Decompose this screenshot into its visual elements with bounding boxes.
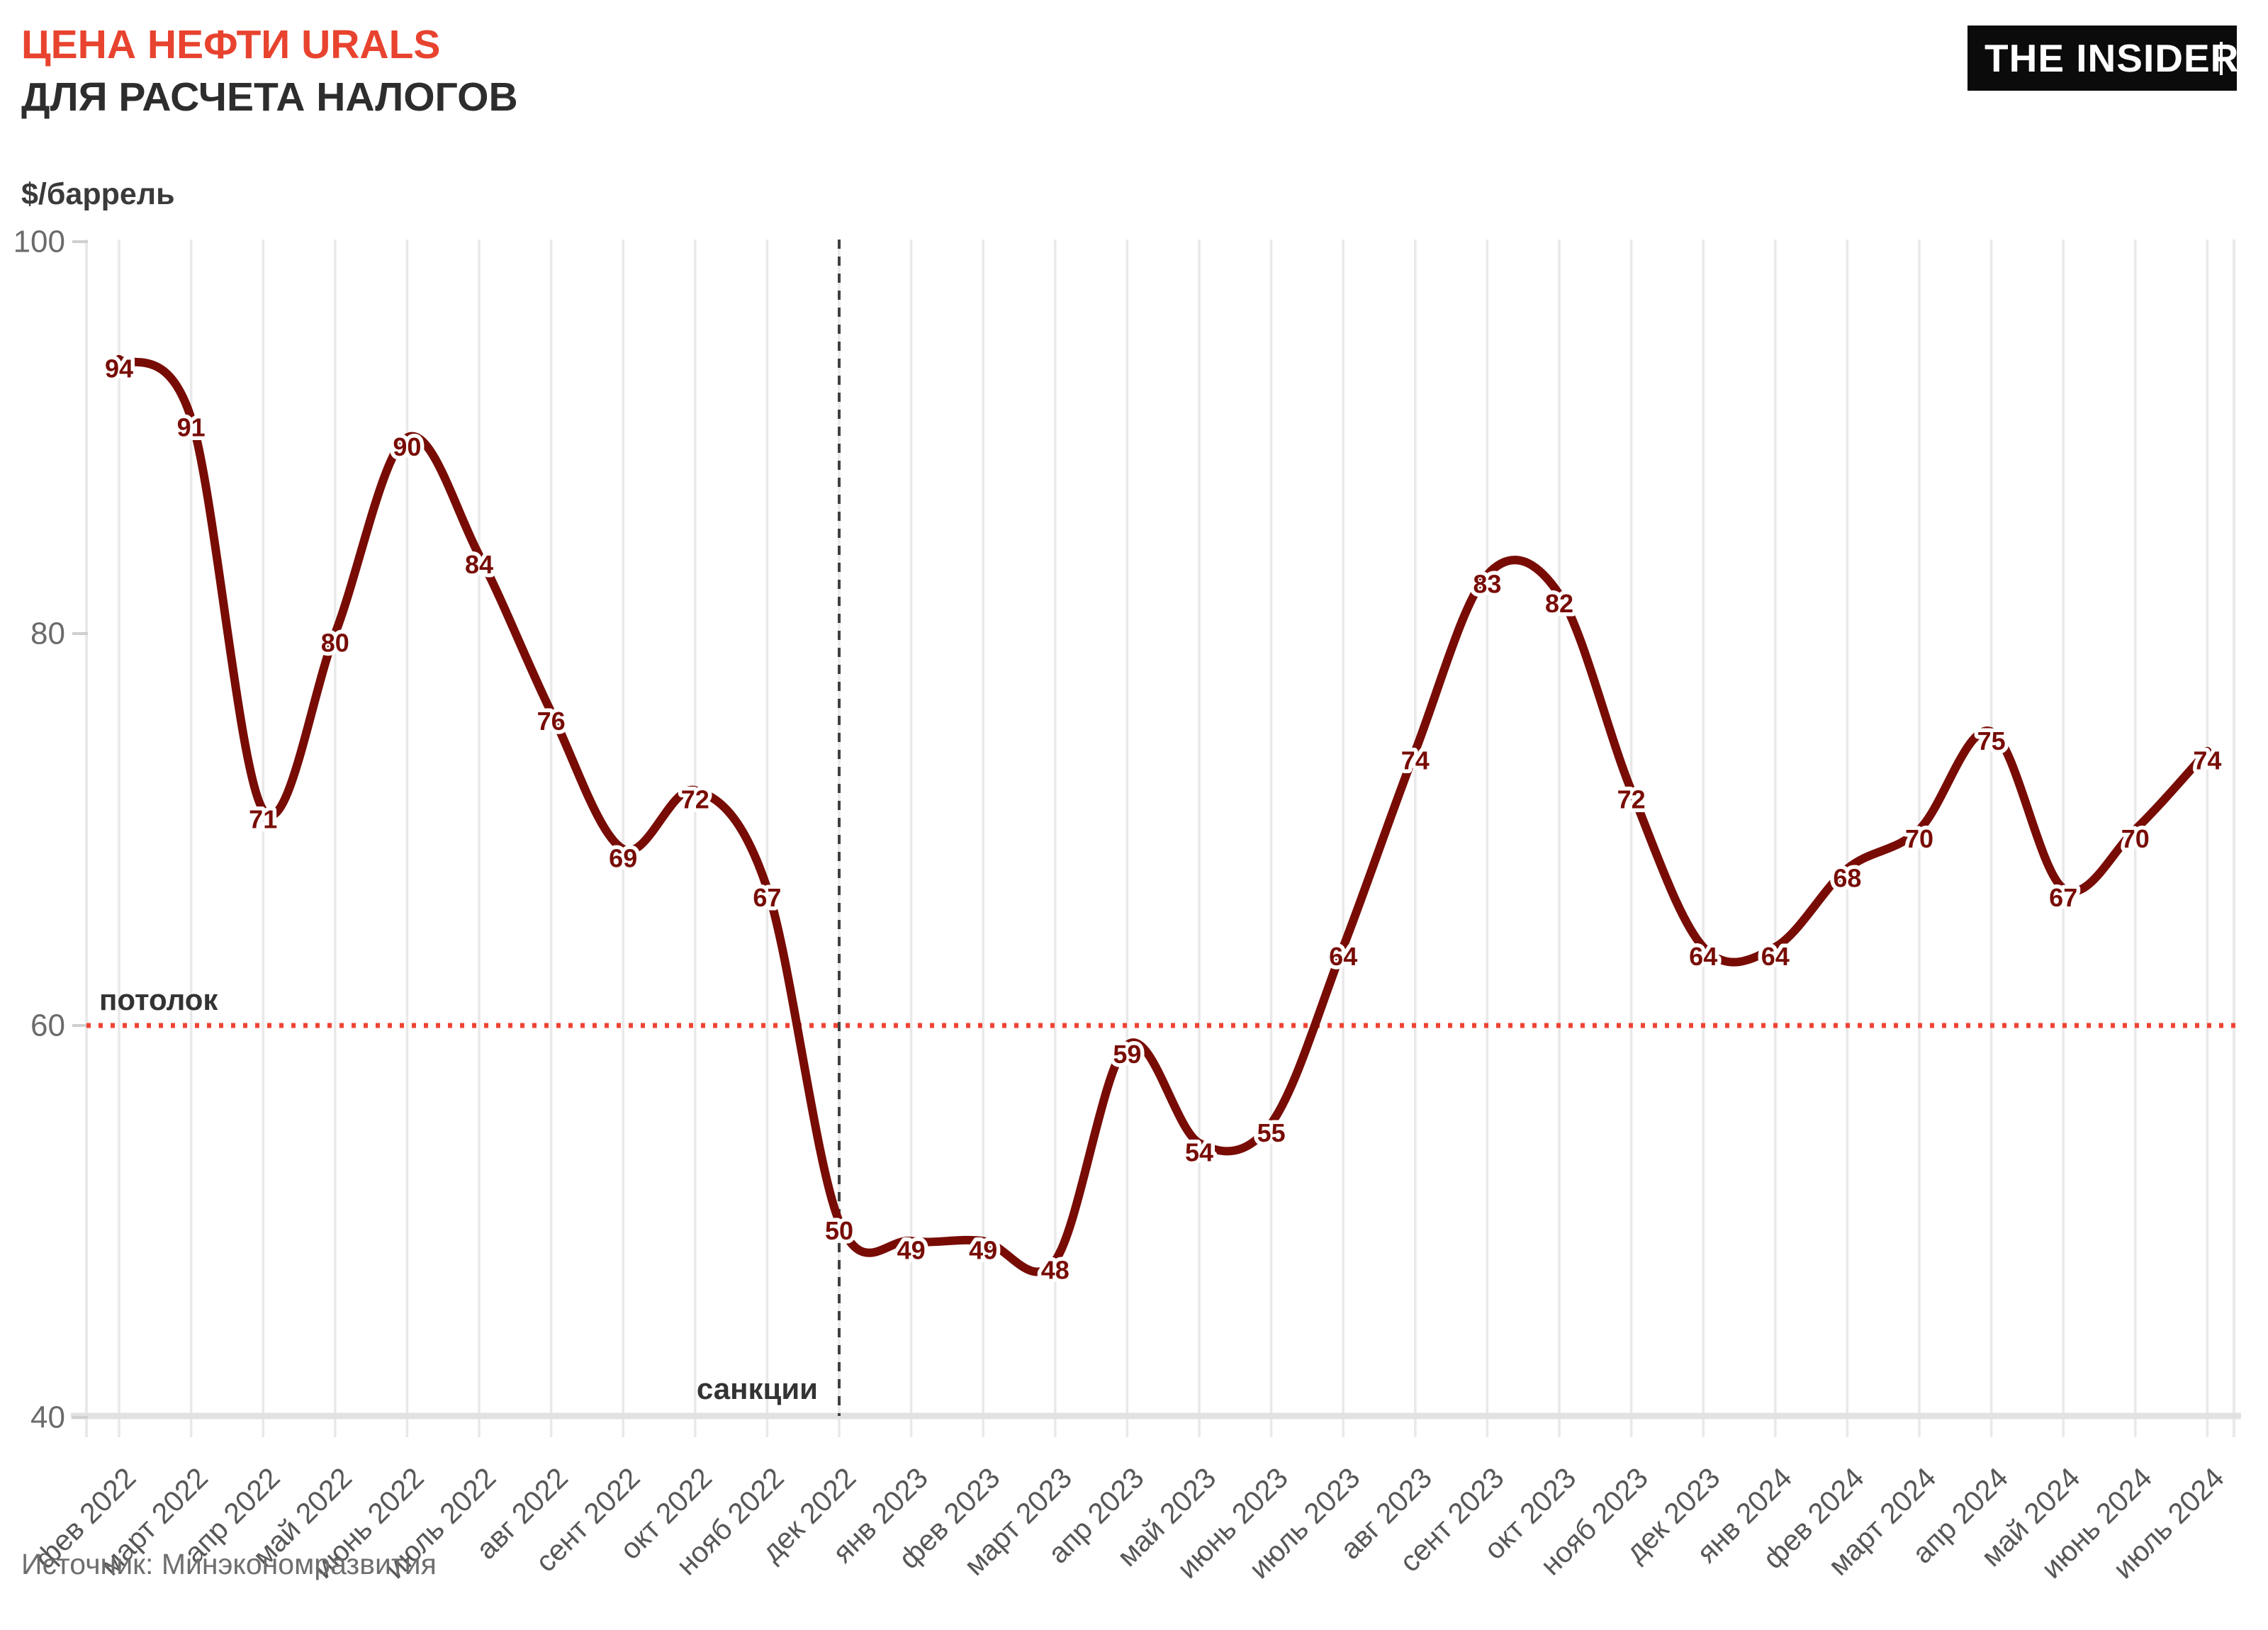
logo-cursor-bar (2220, 42, 2223, 75)
the-insider-logo: THE INSIDER (1967, 26, 2240, 91)
data-point-label: 94 (105, 354, 133, 383)
y-axis-tick-label: 60 (30, 1008, 65, 1043)
y-axis-tick-label: 40 (30, 1400, 65, 1435)
data-point-label: 74 (2193, 746, 2221, 775)
y-axis-tick-label: 100 (13, 225, 65, 259)
data-point-label: 84 (465, 550, 493, 579)
data-point-label: 55 (1257, 1118, 1286, 1147)
data-point-label: 69 (609, 844, 637, 873)
data-point-label: 72 (681, 785, 709, 814)
data-point-label: 76 (537, 707, 566, 736)
data-point-label: 70 (1905, 824, 1933, 853)
data-point-label: 67 (2049, 883, 2077, 912)
sanctions-annotation-label: санкции (697, 1372, 818, 1405)
y-axis-units-label: $/баррель (21, 177, 175, 211)
source-credit: Источник: Минэкономразвития (21, 1548, 437, 1580)
data-point-label: 64 (1761, 942, 1790, 971)
data-point-label: 80 (321, 629, 349, 658)
logo-text: THE INSIDER (1984, 36, 2240, 80)
data-point-label: 91 (177, 412, 206, 442)
page-title-accent: ЦЕНА НЕФТИ URALS (21, 22, 441, 67)
data-point-label: 75 (1977, 726, 2006, 755)
data-point-label: 70 (2121, 824, 2150, 853)
data-point-label: 67 (753, 883, 781, 912)
data-point-label: 74 (1401, 746, 1430, 775)
data-point-label: 64 (1689, 942, 1717, 971)
y-axis-tick-label: 80 (30, 617, 65, 651)
data-point-label: 49 (969, 1236, 997, 1265)
data-point-label: 54 (1185, 1137, 1213, 1167)
data-point-label: 64 (1329, 942, 1357, 971)
data-point-label: 90 (393, 432, 421, 461)
data-point-label: 50 (825, 1216, 853, 1245)
urals-price-line (115, 354, 2212, 1276)
data-point-label: 48 (1041, 1255, 1070, 1284)
data-point-label: 59 (1113, 1040, 1141, 1069)
ceiling-annotation-label: потолок (99, 983, 218, 1016)
data-point-label: 49 (897, 1236, 926, 1265)
data-point-label: 83 (1473, 570, 1501, 599)
data-point-label: 72 (1617, 785, 1646, 814)
data-point-label: 68 (1833, 863, 1861, 892)
data-point-label: 71 (249, 804, 277, 833)
page-title: ДЛЯ РАСЧЕТА НАЛОГОВ (21, 74, 518, 120)
data-point-label: 82 (1545, 589, 1573, 618)
